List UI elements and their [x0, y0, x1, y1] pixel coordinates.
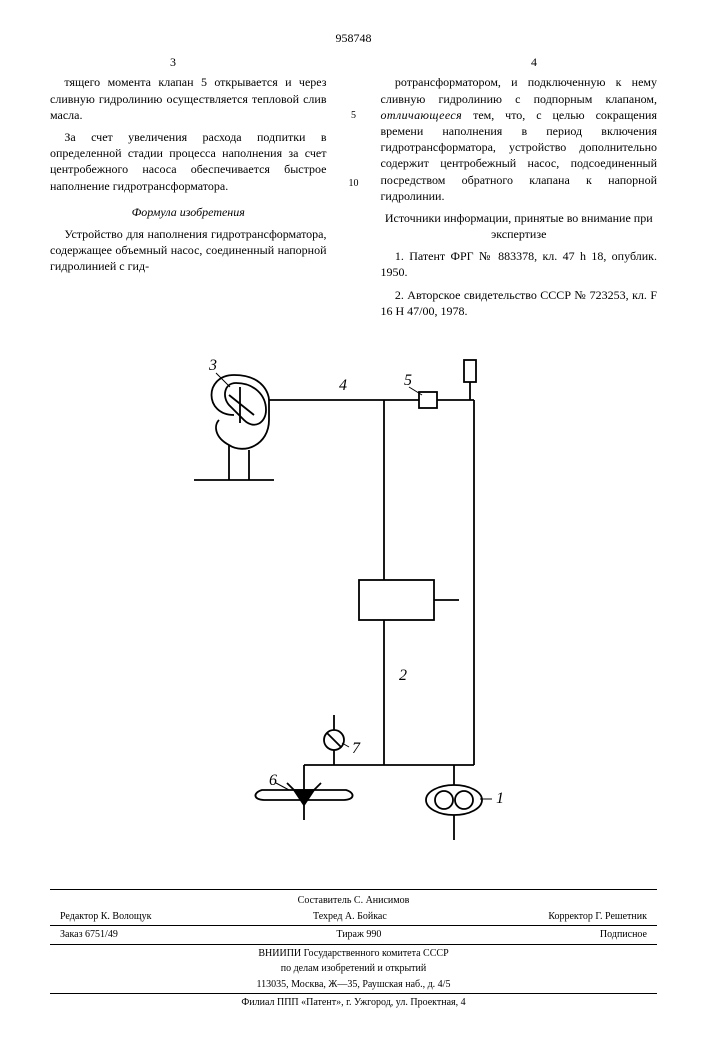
footer-editor: Редактор К. Волощук: [60, 910, 151, 924]
formula-heading: Формула изобретения: [50, 204, 327, 220]
para: За счет увеличения расхода подпитки в оп…: [50, 129, 327, 194]
footer-subscribe: Подписное: [600, 928, 647, 942]
footer-org2: по делам изобретений и открытий: [50, 962, 657, 976]
line-number: 10: [347, 177, 361, 191]
patent-number: 958748: [50, 30, 657, 46]
footer: Составитель С. Анисимов Редактор К. Воло…: [50, 889, 657, 1010]
line-number: 5: [347, 109, 361, 123]
footer-order: Заказ 6751/49: [60, 928, 118, 942]
page-numbers: 3 4: [170, 54, 537, 70]
diagram-label-4: 4: [339, 377, 347, 394]
diagram-label-7: 7: [352, 740, 361, 757]
page-left: 3: [170, 54, 176, 70]
diagram-label-2: 2: [399, 667, 407, 684]
page-right: 4: [531, 54, 537, 70]
footer-addr1: 113035, Москва, Ж—35, Раушская наб., д. …: [50, 978, 657, 992]
diagram-svg: 3 4 5 2 7 6 1: [174, 345, 534, 865]
hydraulic-diagram: 3 4 5 2 7 6 1: [50, 345, 657, 869]
line-numbers: 5 10: [347, 74, 361, 325]
para: тящего момента клапан 5 открывается и че…: [50, 74, 327, 123]
diagram-label-1: 1: [496, 790, 504, 807]
footer-org1: ВНИИПИ Государственного комитета СССР: [50, 947, 657, 961]
text: ротрансформатором, и подключенную к нему…: [381, 75, 658, 105]
diagram-label-3: 3: [208, 357, 217, 374]
source-item: 1. Патент ФРГ № 883378, кл. 47 h 18, опу…: [381, 248, 658, 280]
text-emphasis: отличающееся: [381, 108, 463, 122]
footer-corrector: Корректор Г. Решетник: [548, 910, 647, 924]
footer-tirage: Тираж 990: [336, 928, 381, 942]
right-column: ротрансформатором, и подключенную к нему…: [381, 74, 658, 325]
para: ротрансформатором, и подключенную к нему…: [381, 74, 658, 204]
diagram-label-6: 6: [269, 772, 277, 789]
footer-addr2: Филиал ППП «Патент», г. Ужгород, ул. Про…: [50, 996, 657, 1010]
diagram-label-5: 5: [404, 372, 412, 389]
source-item: 2. Авторское свидетельство СССР № 723253…: [381, 287, 658, 319]
footer-techred: Техред А. Бойкас: [313, 910, 387, 924]
footer-compiler: Составитель С. Анисимов: [50, 894, 657, 908]
para: Устройство для наполнения гидротрансформ…: [50, 226, 327, 275]
left-column: тящего момента клапан 5 открывается и че…: [50, 74, 327, 325]
text-columns: тящего момента клапан 5 открывается и че…: [50, 74, 657, 325]
sources-heading: Источники информации, принятые во вниман…: [381, 210, 658, 242]
